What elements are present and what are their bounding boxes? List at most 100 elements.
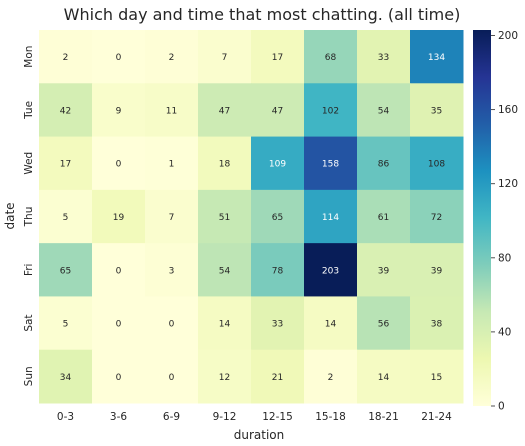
heatmap-cell — [198, 136, 252, 191]
heatmap-cell — [198, 349, 252, 404]
cell-value-label: 54 — [219, 266, 231, 276]
heatmap-cell — [251, 30, 305, 84]
x-tick-label: 12-15 — [262, 411, 293, 423]
heatmap-cell — [251, 189, 305, 244]
heatmap-cell — [357, 296, 411, 351]
cell-value-label: 7 — [169, 213, 175, 223]
heatmap-cell — [304, 243, 358, 297]
x-tick-label: 9-12 — [213, 411, 237, 423]
heatmap-cell — [92, 30, 146, 84]
heatmap-cell — [198, 83, 252, 138]
cell-value-label: 2 — [328, 373, 334, 383]
heatmap-cell — [92, 349, 146, 404]
colorbar-tick-label: 200 — [498, 30, 518, 42]
heatmap-cell — [198, 30, 252, 84]
heatmap-cell — [145, 189, 199, 244]
cell-value-label: 203 — [322, 266, 339, 276]
heatmap-cell — [410, 349, 464, 404]
cell-value-label: 108 — [428, 160, 445, 170]
x-tick-label: 15-18 — [315, 411, 346, 423]
cell-value-label: 0 — [116, 160, 122, 170]
heatmap-cell — [304, 296, 358, 351]
colorbar-tick-label: 0 — [498, 401, 505, 413]
x-axis-ticks: 0-3 3-6 6-9 9-12 12-15 15-18 18-21 21-24 — [57, 411, 452, 423]
y-tick-label: Mon — [23, 46, 35, 68]
heatmap-cell — [92, 83, 146, 138]
cell-value-label: 12 — [219, 373, 230, 383]
colorbar-ticks: 0 40 80 120 160 200 — [491, 30, 518, 413]
heatmap-cell — [251, 136, 305, 191]
cell-value-label: 14 — [378, 373, 390, 383]
cell-value-label: 65 — [60, 266, 71, 276]
y-tick-label: Fri — [23, 264, 35, 277]
heatmap-cell — [145, 296, 199, 351]
heatmap-cell — [39, 30, 93, 84]
cell-value-label: 109 — [269, 160, 286, 170]
cell-value-label: 5 — [63, 213, 69, 223]
heatmap-cell — [357, 30, 411, 84]
cell-value-label: 0 — [169, 320, 175, 330]
cell-value-label: 68 — [325, 53, 337, 63]
cell-value-label: 0 — [116, 53, 122, 63]
heatmap-cell — [357, 136, 411, 191]
heatmap-cell — [39, 296, 93, 351]
colorbar-tick-label: 160 — [498, 104, 518, 116]
cell-value-label: 134 — [428, 53, 445, 63]
heatmap-cell — [145, 243, 199, 297]
heatmap-cell — [39, 189, 93, 244]
heatmap-cell — [92, 136, 146, 191]
cell-value-label: 51 — [219, 213, 230, 223]
cell-value-label: 56 — [378, 320, 390, 330]
heatmap-cell — [410, 296, 464, 351]
cell-value-label: 2 — [63, 53, 69, 63]
y-tick-label: Sun — [23, 366, 35, 386]
x-tick-label: 3-6 — [110, 411, 127, 423]
cell-value-label: 61 — [378, 213, 389, 223]
y-tick-label: Tue — [23, 101, 35, 120]
colorbar-tick-label: 80 — [498, 252, 511, 264]
x-tick-label: 6-9 — [163, 411, 180, 423]
cell-value-label: 102 — [322, 106, 339, 116]
cell-value-label: 33 — [272, 320, 283, 330]
cell-value-label: 42 — [60, 106, 71, 116]
heatmap-cell — [357, 189, 411, 244]
colorbar-tick-label: 40 — [498, 326, 511, 338]
heatmap-cell — [410, 30, 464, 84]
cell-value-label: 35 — [431, 106, 442, 116]
cell-value-label: 9 — [116, 106, 122, 116]
cell-value-label: 38 — [431, 320, 443, 330]
cell-value-label: 14 — [219, 320, 231, 330]
heatmap-cell — [39, 349, 93, 404]
heatmap-cell — [198, 189, 252, 244]
heatmap-cell — [198, 243, 252, 297]
heatmap-cell — [251, 83, 305, 138]
cell-value-label: 158 — [322, 160, 339, 170]
y-tick-label: Wed — [23, 152, 35, 175]
heatmap-cell — [145, 83, 199, 138]
heatmap-cell — [304, 189, 358, 244]
heatmap-cell — [145, 30, 199, 84]
cell-value-label: 14 — [325, 320, 337, 330]
heatmap-cell — [92, 296, 146, 351]
cell-value-label: 3 — [169, 266, 175, 276]
heatmap-cell — [304, 30, 358, 84]
cell-value-label: 34 — [60, 373, 72, 383]
cell-value-label: 5 — [63, 320, 69, 330]
heatmap-cell — [304, 136, 358, 191]
cell-value-label: 65 — [272, 213, 283, 223]
cell-value-label: 78 — [272, 266, 284, 276]
chart-title: Which day and time that most chatting. (… — [64, 5, 461, 24]
heatmap-cell — [145, 136, 199, 191]
heatmap-cell — [410, 243, 464, 297]
cell-value-label: 18 — [219, 160, 231, 170]
cell-value-label: 114 — [322, 213, 339, 223]
cell-value-label: 72 — [431, 213, 442, 223]
x-tick-label: 21-24 — [421, 411, 452, 423]
cell-value-label: 39 — [378, 266, 390, 276]
cell-value-label: 47 — [272, 106, 283, 116]
cell-value-label: 19 — [113, 213, 125, 223]
heatmap-cell — [410, 189, 464, 244]
cell-value-label: 11 — [166, 106, 177, 116]
heatmap-cell — [251, 296, 305, 351]
